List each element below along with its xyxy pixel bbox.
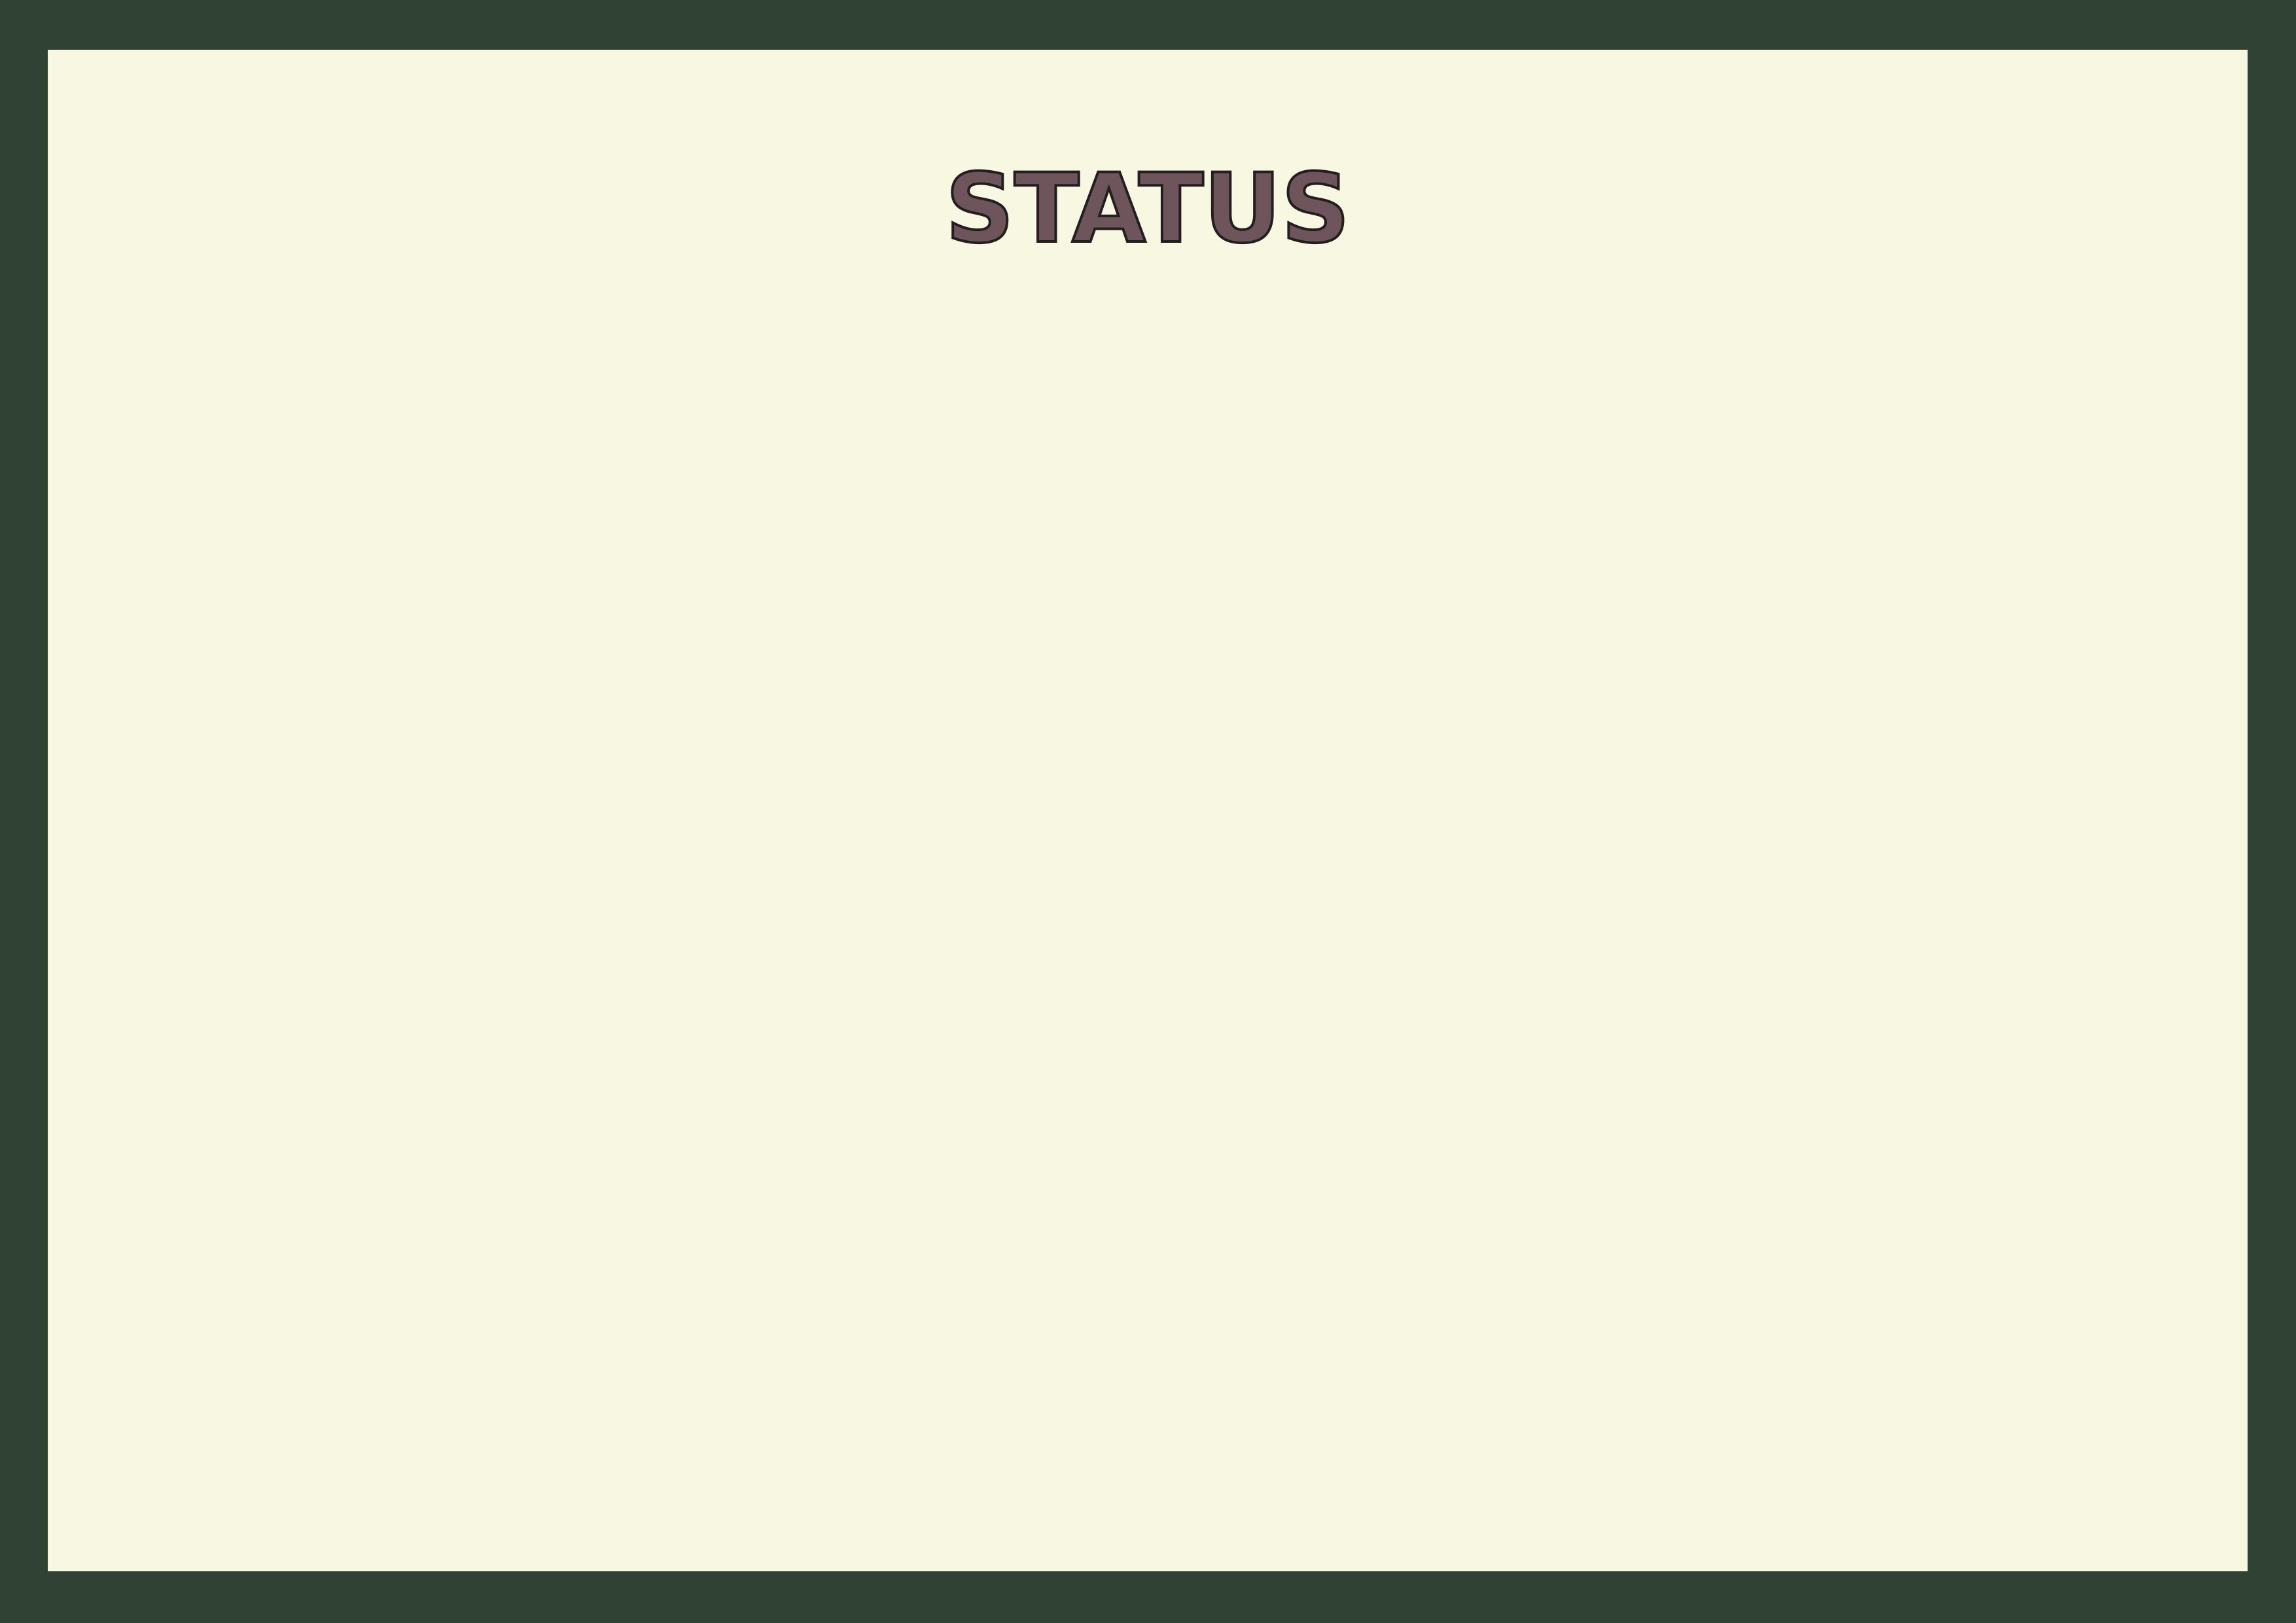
page-title: STATUS <box>944 153 1351 264</box>
status-board: STATUS <box>48 50 2248 1571</box>
